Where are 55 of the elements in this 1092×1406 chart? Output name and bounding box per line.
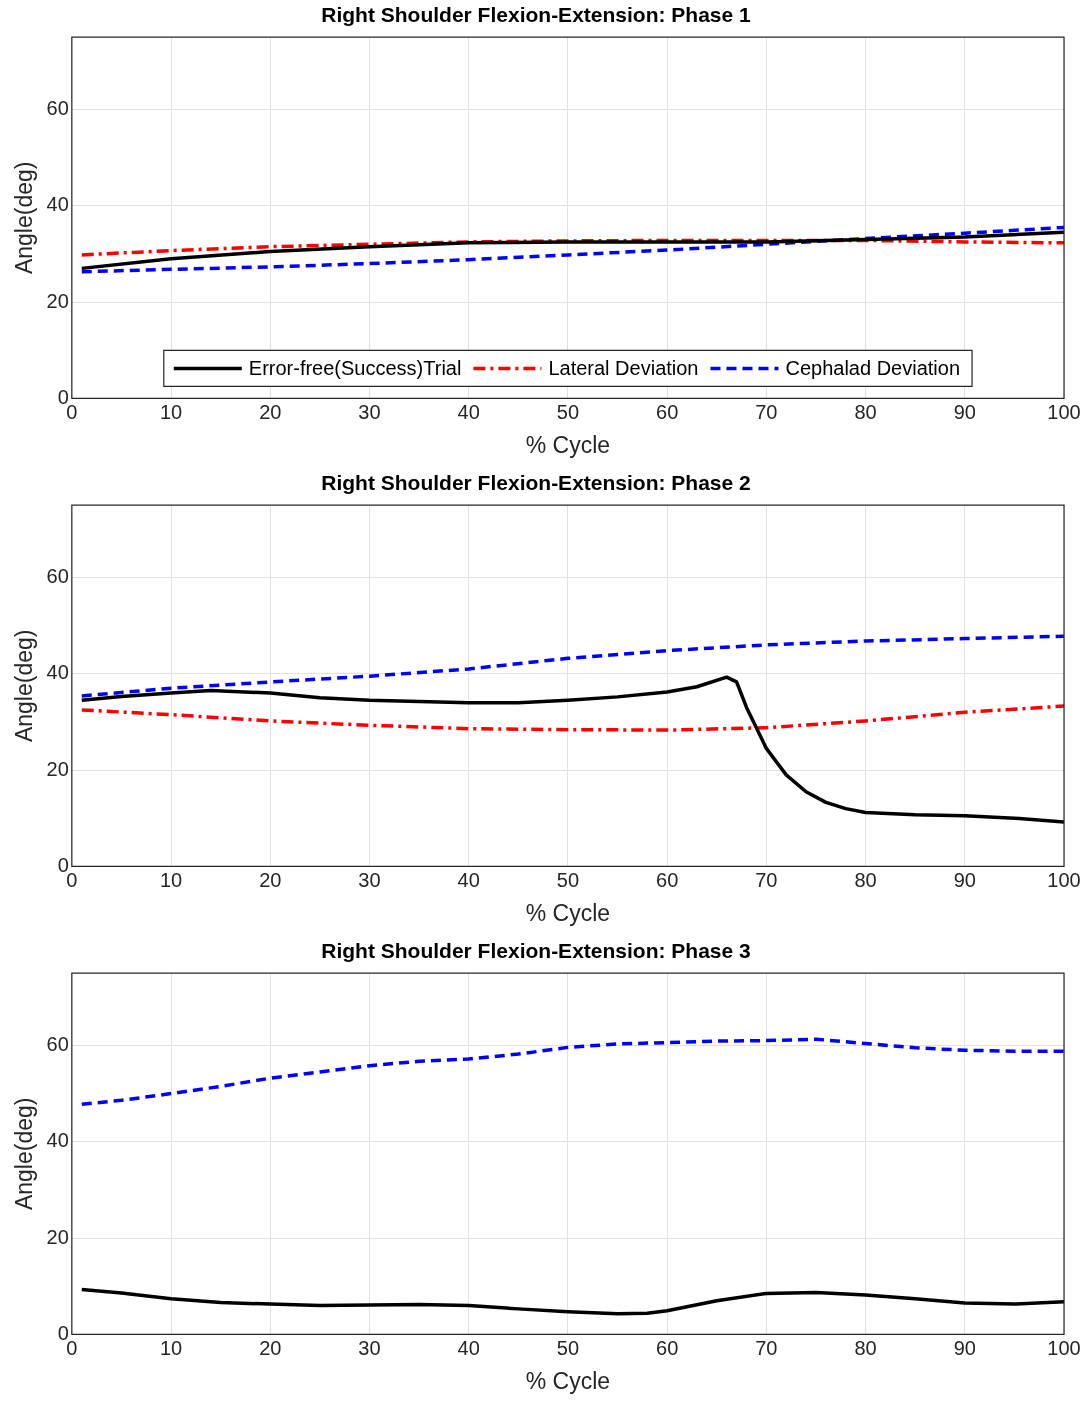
x-tick-label: 70	[755, 1336, 778, 1359]
x-tick-label: 40	[457, 400, 480, 423]
y-axis-title: Angle(deg)	[11, 629, 38, 743]
x-tick-label: 20	[259, 868, 282, 891]
x-tick-label: 100	[1047, 400, 1081, 423]
chart-title: Right Shoulder Flexion-Extension: Phase 1	[321, 3, 752, 27]
chart-title: Right Shoulder Flexion-Extension: Phase 2	[321, 471, 751, 495]
y-axis-title: Angle(deg)	[11, 161, 38, 275]
x-tick-label: 50	[556, 868, 580, 891]
x-tick-label: 80	[854, 868, 877, 891]
x-tick-label: 90	[953, 400, 976, 423]
y-tick-label: 20	[46, 757, 69, 780]
x-tick-label: 30	[358, 868, 381, 891]
x-tick-label: 60	[656, 868, 679, 891]
x-tick-label: 100	[1047, 868, 1081, 891]
x-tick-label: 10	[159, 400, 183, 423]
x-axis-title: % Cycle	[525, 1367, 611, 1394]
x-tick-label: 80	[854, 1336, 877, 1359]
x-tick-label: 20	[259, 400, 282, 423]
y-tick-label: 40	[46, 1129, 69, 1152]
legend-label: Lateral Deviation	[548, 356, 699, 379]
y-tick-label: 20	[46, 289, 69, 312]
x-tick-label: 30	[358, 1336, 381, 1359]
y-tick-label: 60	[46, 564, 69, 587]
x-axis-title: % Cycle	[525, 899, 611, 926]
chart-title: Right Shoulder Flexion-Extension: Phase 3	[321, 939, 751, 963]
x-tick-label: 40	[457, 868, 480, 891]
x-tick-label: 60	[656, 400, 679, 423]
x-tick-label: 90	[953, 1336, 976, 1359]
x-tick-label: 90	[953, 868, 976, 891]
legend-label: Cephalad Deviation	[785, 356, 961, 379]
line-series	[80, 1037, 1064, 1106]
line-series	[80, 704, 1064, 732]
x-tick-label: 70	[755, 868, 778, 891]
x-tick-label: 20	[259, 1336, 282, 1359]
y-tick-label: 60	[46, 96, 69, 119]
x-tick-label: 40	[457, 1336, 480, 1359]
y-tick-label: 60	[46, 1032, 69, 1055]
x-tick-label: 10	[159, 868, 183, 891]
x-tick-label: 50	[556, 400, 580, 423]
x-tick-label: 30	[358, 400, 381, 423]
y-tick-label: 40	[46, 661, 69, 684]
line-series	[80, 238, 1064, 257]
x-tick-label: 100	[1047, 1336, 1081, 1359]
x-axis-title: % Cycle	[525, 431, 611, 458]
y-axis-title: Angle(deg)	[11, 1097, 38, 1211]
x-tick-label: 50	[556, 1336, 580, 1359]
x-tick-label: 70	[755, 400, 778, 423]
legend-label: Error-free(Success)Trial	[248, 356, 462, 379]
x-tick-label: 10	[159, 1336, 183, 1359]
y-tick-label: 40	[46, 193, 69, 216]
x-tick-label: 60	[656, 1336, 679, 1359]
y-tick-label: 20	[46, 1225, 69, 1248]
line-series	[80, 634, 1064, 698]
x-tick-label: 80	[854, 400, 877, 423]
